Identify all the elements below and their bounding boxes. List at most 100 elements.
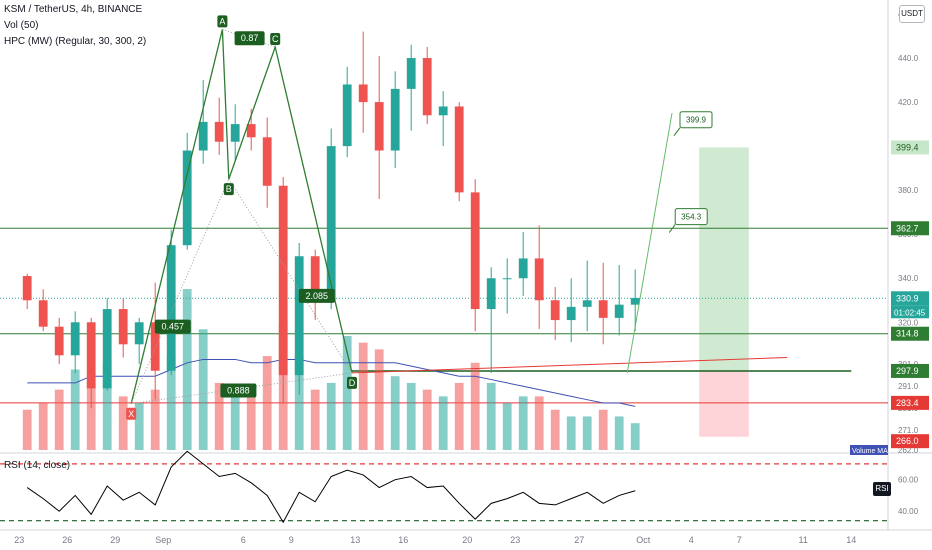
hpc-legend[interactable]: HPC (MW) (Regular, 30, 300, 2) <box>4 36 147 47</box>
time-tick-label: Oct <box>636 535 651 545</box>
rsi-legend[interactable]: RSI (14, close) <box>4 460 71 471</box>
pattern-ratio-box <box>234 31 265 46</box>
volume-bar <box>166 356 176 450</box>
volume-bar <box>390 376 400 450</box>
candle-body <box>182 150 192 246</box>
time-tick-label: 7 <box>737 535 742 545</box>
pattern-ratio-text: 0.87 <box>241 33 259 43</box>
pattern-point-box <box>270 33 281 46</box>
volume-bar <box>310 389 320 450</box>
volume-bar <box>118 396 128 450</box>
candle-body <box>102 309 112 389</box>
volume-bar <box>342 335 352 450</box>
price-tag-box <box>891 291 929 306</box>
candle-body <box>310 256 320 301</box>
candle-body <box>22 276 32 301</box>
price-tick-label: 291.0 <box>898 382 919 391</box>
volume-bar <box>422 389 432 450</box>
candle-body <box>390 88 400 151</box>
time-tick-label: 26 <box>62 535 72 545</box>
volume-legend[interactable]: Vol (50) <box>4 20 39 31</box>
price-tag-box <box>891 140 929 155</box>
candle-body <box>342 84 352 147</box>
time-tick-label: 20 <box>462 535 472 545</box>
price-tick-label: 262.0 <box>898 446 919 455</box>
pattern-point-label: X <box>128 409 134 419</box>
price-tick-label: 420.0 <box>898 98 919 107</box>
volume-bar <box>470 362 480 450</box>
symbol-legend[interactable]: KSM / TetherUS, 4h, BINANCE <box>4 4 143 15</box>
price-tag-text: 283.4 <box>896 398 919 408</box>
candle-body <box>502 278 512 280</box>
volume-bar <box>438 396 448 450</box>
price-tag-box <box>891 221 929 236</box>
pattern-ratio: 0.457 <box>154 319 191 334</box>
price-tag-text: 330.9 <box>896 293 919 303</box>
pattern-ratio: 0.87 <box>234 31 265 46</box>
volume-bar <box>230 389 240 450</box>
volume-bar <box>566 416 576 450</box>
pattern-point-label: D <box>349 378 356 388</box>
projection-line <box>626 113 673 374</box>
candle-body <box>374 102 384 151</box>
time-tick-label: 16 <box>398 535 408 545</box>
pattern-ratio-box <box>298 288 335 303</box>
volume-bar <box>486 382 496 450</box>
time-tick-label: 29 <box>110 535 120 545</box>
candle-body <box>438 106 448 116</box>
price-tag-box <box>891 434 929 449</box>
volume-ma-line <box>27 358 636 407</box>
candle-body <box>630 298 640 305</box>
volume-bar <box>502 403 512 450</box>
pattern-point-d: D <box>347 376 357 389</box>
rsi-tick-label: 40.00 <box>898 507 919 516</box>
volume-bar <box>454 382 464 450</box>
volume-bar <box>150 389 160 450</box>
pattern-point-b: B <box>223 183 234 196</box>
candle-body <box>70 322 80 356</box>
candle-body <box>134 322 144 345</box>
candle-body <box>118 309 128 345</box>
pattern-point-a: A <box>217 15 228 28</box>
volume-bar <box>214 382 224 450</box>
currency-button[interactable]: USDT <box>899 5 925 23</box>
rsi-tick-label: 60.00 <box>898 476 919 485</box>
price-tag-box <box>891 363 929 378</box>
pattern-ratio-line <box>228 178 353 374</box>
candle-body <box>518 258 528 279</box>
target-callout-text: 399.9 <box>686 116 707 125</box>
pattern-ratio-text: 2.085 <box>306 291 329 301</box>
candle-body <box>582 300 592 307</box>
rsi-line <box>26 450 636 524</box>
pattern-point-box <box>347 376 357 389</box>
candle-body <box>566 306 576 321</box>
candle-body <box>358 84 368 103</box>
target-zone <box>699 147 749 371</box>
volume-badge-box <box>850 445 888 455</box>
countdown-text: 01:02:45 <box>894 308 926 317</box>
time-tick-label: 4 <box>689 535 694 545</box>
price-tag-266.0: 266.0 <box>891 434 929 449</box>
candle-body <box>406 58 416 89</box>
time-tick-label: 11 <box>799 535 808 545</box>
time-tick-label: 13 <box>350 535 360 545</box>
price-tag-330.9: 330.9 <box>891 291 929 306</box>
price-tag-314.8: 314.8 <box>891 326 929 341</box>
volume-bar <box>102 362 112 450</box>
price-tick-label: 380.0 <box>898 186 919 195</box>
candle-body <box>150 322 160 371</box>
volume-bar <box>70 369 80 450</box>
candle-body <box>230 124 240 142</box>
volume-bar <box>182 289 192 450</box>
candle-body <box>262 137 272 186</box>
target-callout-pointer <box>668 224 676 233</box>
volume-bar <box>598 409 608 450</box>
volume-bar <box>326 382 336 450</box>
candle-body <box>534 258 544 301</box>
pattern-point-label: A <box>219 16 225 26</box>
candle-body <box>198 121 208 151</box>
pattern-point-c: C <box>270 33 281 46</box>
price-tag-text: 399.4 <box>896 142 919 152</box>
